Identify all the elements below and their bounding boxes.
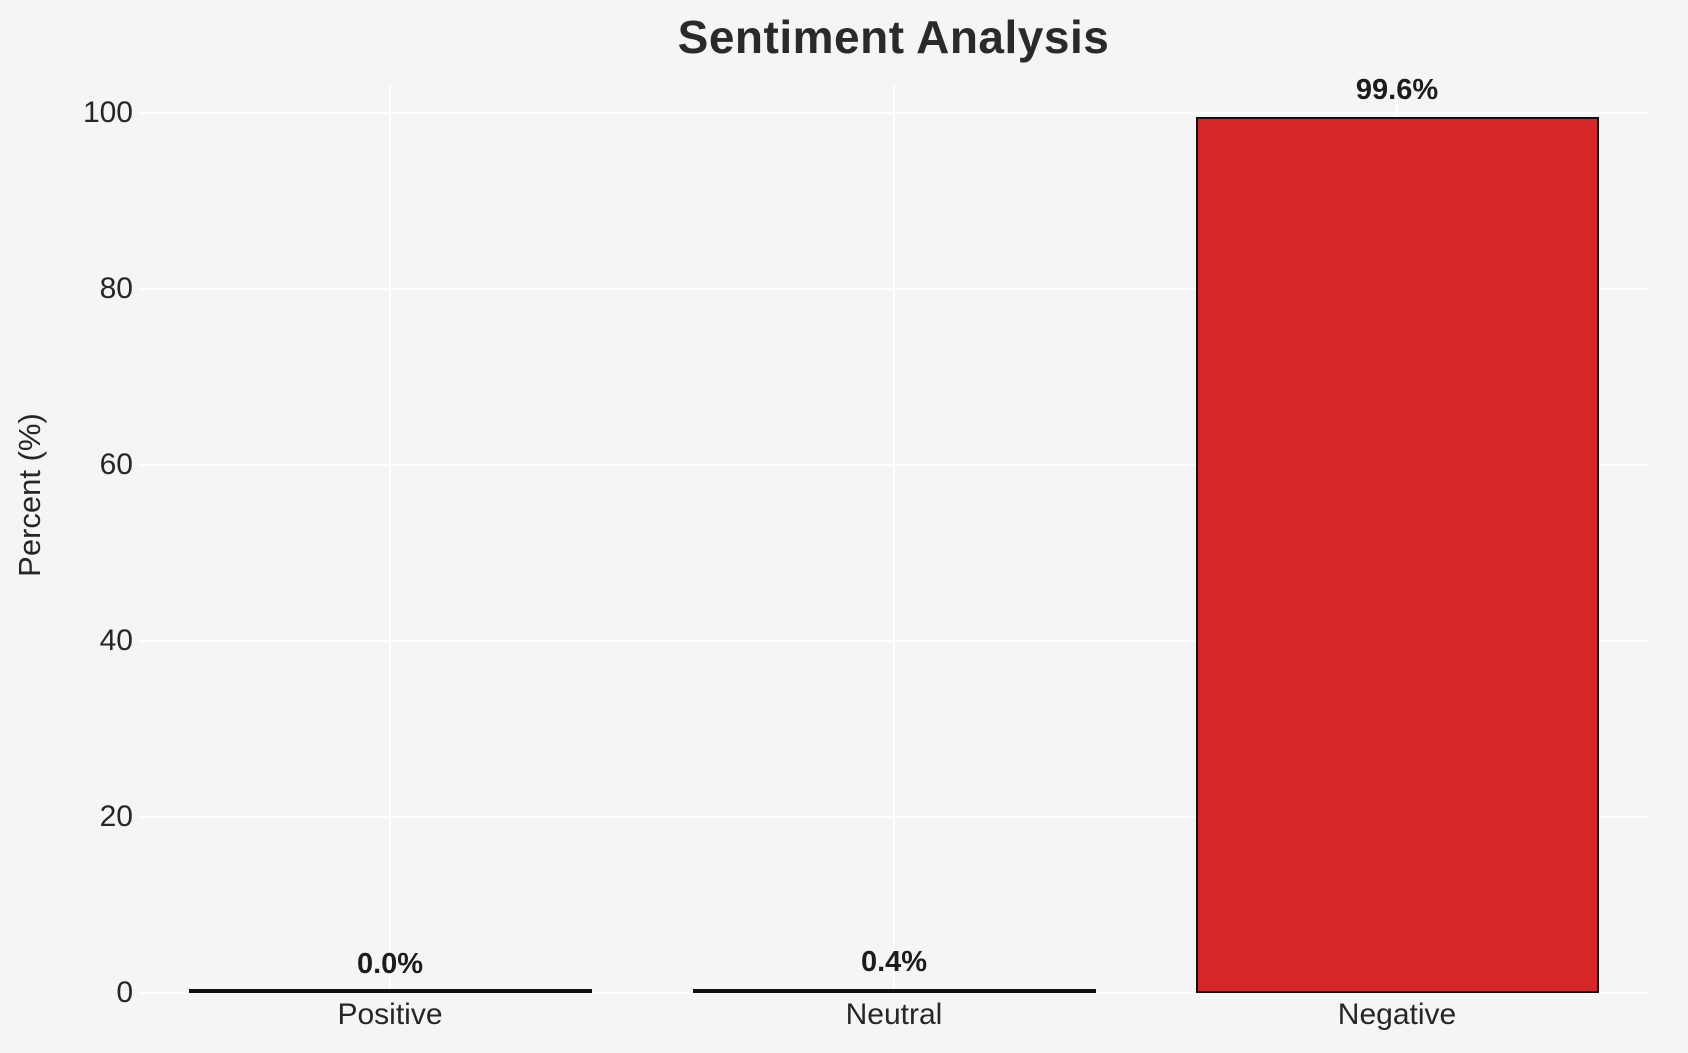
- y-tick-label: 60: [99, 448, 133, 482]
- gridline-y-0: [138, 992, 1649, 994]
- plot-area: [138, 85, 1649, 994]
- y-tick-label: 0: [116, 976, 133, 1009]
- y-tick-label: 80: [99, 272, 133, 306]
- x-tick-label-positive: Positive: [337, 998, 443, 1031]
- bar-positive: [188, 989, 592, 993]
- bar-value-label-negative: 99.6%: [1355, 74, 1439, 106]
- gridline-x-neutral: [893, 85, 895, 993]
- x-tick-label-neutral: Neutral: [845, 998, 943, 1031]
- bar-value-label-neutral: 0.4%: [860, 946, 928, 978]
- y-tick-label: 100: [82, 96, 133, 130]
- y-tick-label: 20: [99, 800, 133, 834]
- chart-title: Sentiment Analysis: [677, 11, 1110, 63]
- bar-negative: [1195, 117, 1599, 993]
- y-tick-label: 40: [99, 624, 133, 658]
- bar-neutral: [692, 989, 1096, 993]
- gridline-x-positive: [389, 85, 391, 993]
- y-axis-label: Percent (%): [12, 413, 47, 577]
- bar-value-label-positive: 0.0%: [356, 948, 424, 980]
- x-tick-label-negative: Negative: [1337, 998, 1457, 1031]
